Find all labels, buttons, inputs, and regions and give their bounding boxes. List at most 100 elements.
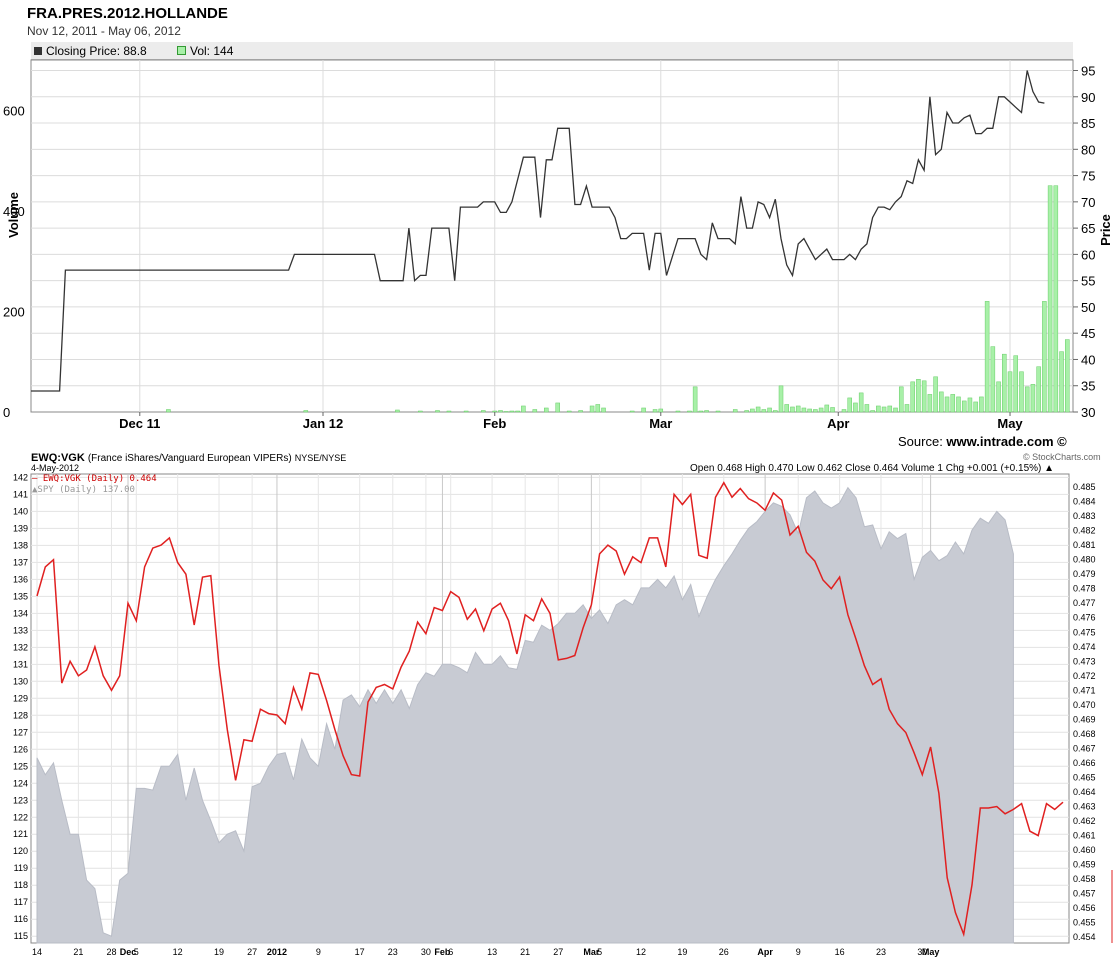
left-tick-label: 134 — [13, 608, 28, 618]
time-tick-label: 5 — [134, 947, 139, 957]
right-tick-label: 0.473 — [1073, 656, 1096, 666]
time-tick-label: 21 — [520, 947, 530, 957]
volume-bar — [704, 410, 709, 413]
volume-bar — [166, 409, 171, 413]
top-axes: 30 35 40 45 50 55 60 65 70 75 80 85 90 95 Dec 11 Jan 12… — [3, 64, 1095, 431]
time-tick-label: 27 — [553, 947, 563, 957]
price-tick-label: 45 — [1081, 326, 1095, 341]
volume-bar — [435, 410, 440, 413]
volume-bar — [1002, 353, 1007, 413]
right-tick-label: 0.465 — [1073, 772, 1096, 782]
volume-bar — [767, 407, 772, 413]
volume-bar — [853, 402, 858, 413]
volume-bar — [801, 407, 807, 413]
right-tick-label: 0.484 — [1073, 497, 1096, 507]
volume-bar — [950, 394, 956, 413]
volume-bar — [515, 410, 520, 413]
volume-bar — [1065, 339, 1070, 413]
left-tick-label: 133 — [13, 625, 28, 635]
volume-bar — [418, 410, 423, 413]
left-tick-label: 115 — [14, 931, 28, 941]
volume-bar — [904, 404, 910, 413]
volume-bar — [967, 397, 973, 413]
volume-bar — [990, 346, 996, 413]
bottom-legend: — EWQ:VGK (Daily) 0.464 ▲SPY (Daily) 137… — [32, 474, 157, 496]
volume-bar — [732, 409, 738, 413]
bottom-axes: 1151161171181191201211221231241251261271… — [13, 472, 1096, 957]
left-tick-label: 122 — [13, 812, 28, 822]
bottom-symbol: EWQ:VGK — [31, 452, 85, 464]
legend-ratio: — EWQ:VGK (Daily) 0.464 — [32, 474, 157, 484]
volume-bar — [544, 407, 549, 413]
volume-bar — [956, 396, 961, 413]
volume-bar — [881, 406, 887, 413]
price-tick-label: 65 — [1081, 221, 1095, 236]
price-tick-label: 70 — [1081, 195, 1095, 210]
price-tick-label: 40 — [1081, 352, 1095, 367]
volume-bar — [961, 400, 967, 413]
source-site-link[interactable]: www.intrade.com © — [946, 434, 1067, 449]
left-tick-label: 139 — [13, 523, 28, 533]
volume-bar — [898, 386, 904, 413]
volume-bar — [1019, 371, 1024, 413]
right-tick-label: 0.464 — [1073, 787, 1096, 797]
volume-bar — [595, 404, 601, 413]
volume-bar — [870, 410, 875, 413]
volume-bar — [847, 397, 852, 413]
left-tick-label: 141 — [13, 489, 28, 499]
top-plot-frame — [30, 59, 1074, 413]
volume-bar — [761, 409, 767, 413]
left-tick-label: 129 — [13, 693, 28, 703]
right-tick-label: 0.462 — [1073, 816, 1096, 826]
right-tick-label: 0.477 — [1073, 598, 1096, 608]
time-tick-label: 14 — [32, 947, 42, 957]
left-tick-label: 117 — [14, 897, 28, 907]
time-tick-label: Dec — [120, 947, 137, 957]
bottom-exchange: NYSE/NYSE — [294, 453, 347, 463]
time-tick-label: 2012 — [267, 947, 287, 957]
volume-bar — [876, 405, 881, 413]
price-tick-label: 60 — [1081, 247, 1095, 262]
time-tick-label: Dec 11 — [119, 416, 160, 431]
volume-bar — [916, 379, 921, 413]
source-credit: Source: www.intrade.com © — [898, 434, 1067, 449]
volume-bar — [715, 410, 721, 413]
right-tick-label: 0.481 — [1073, 540, 1096, 550]
time-tick-label: 5 — [597, 947, 602, 957]
bottom-description: (France iShares/Vanguard European VIPERs… — [87, 453, 292, 464]
left-tick-label: 136 — [13, 574, 28, 584]
volume-axis-label: Volume — [6, 192, 21, 238]
price-axis-label: Price — [1098, 214, 1113, 246]
volume-bar — [687, 410, 692, 413]
legend-volume-label: Vol: 144 — [190, 44, 234, 58]
volume-bar — [532, 409, 538, 413]
volume-bar — [692, 386, 698, 413]
left-tick-label: 120 — [13, 846, 28, 856]
volume-bar — [887, 405, 893, 413]
time-tick-label: Apr — [827, 416, 849, 431]
time-tick-label: 21 — [73, 947, 83, 957]
volume-bar — [521, 405, 526, 413]
volume-bar — [446, 410, 452, 413]
volume-bar — [629, 410, 635, 413]
volume-bar — [858, 392, 864, 413]
volume-bar — [1036, 366, 1041, 413]
right-tick-label: 0.474 — [1073, 642, 1096, 652]
time-tick-label: 19 — [677, 947, 687, 957]
volume-bar — [1047, 185, 1053, 413]
right-tick-label: 0.459 — [1073, 860, 1096, 870]
right-tick-label: 0.458 — [1073, 874, 1096, 884]
stockcharts-credit: © StockCharts.com — [1023, 452, 1101, 462]
left-tick-label: 140 — [13, 506, 28, 516]
time-tick-label: Mar — [649, 416, 672, 431]
volume-bar — [658, 408, 664, 413]
volume-bar — [589, 405, 595, 413]
right-tick-label: 0.457 — [1073, 889, 1096, 899]
left-tick-label: 125 — [13, 761, 28, 771]
left-tick-label: 137 — [13, 557, 28, 567]
ewq-vgk-ratio-line — [36, 481, 1064, 938]
left-tick-label: 126 — [13, 744, 28, 754]
volume-bar — [750, 408, 755, 413]
price-tick-label: 50 — [1081, 300, 1095, 315]
volume-bar — [778, 385, 784, 413]
